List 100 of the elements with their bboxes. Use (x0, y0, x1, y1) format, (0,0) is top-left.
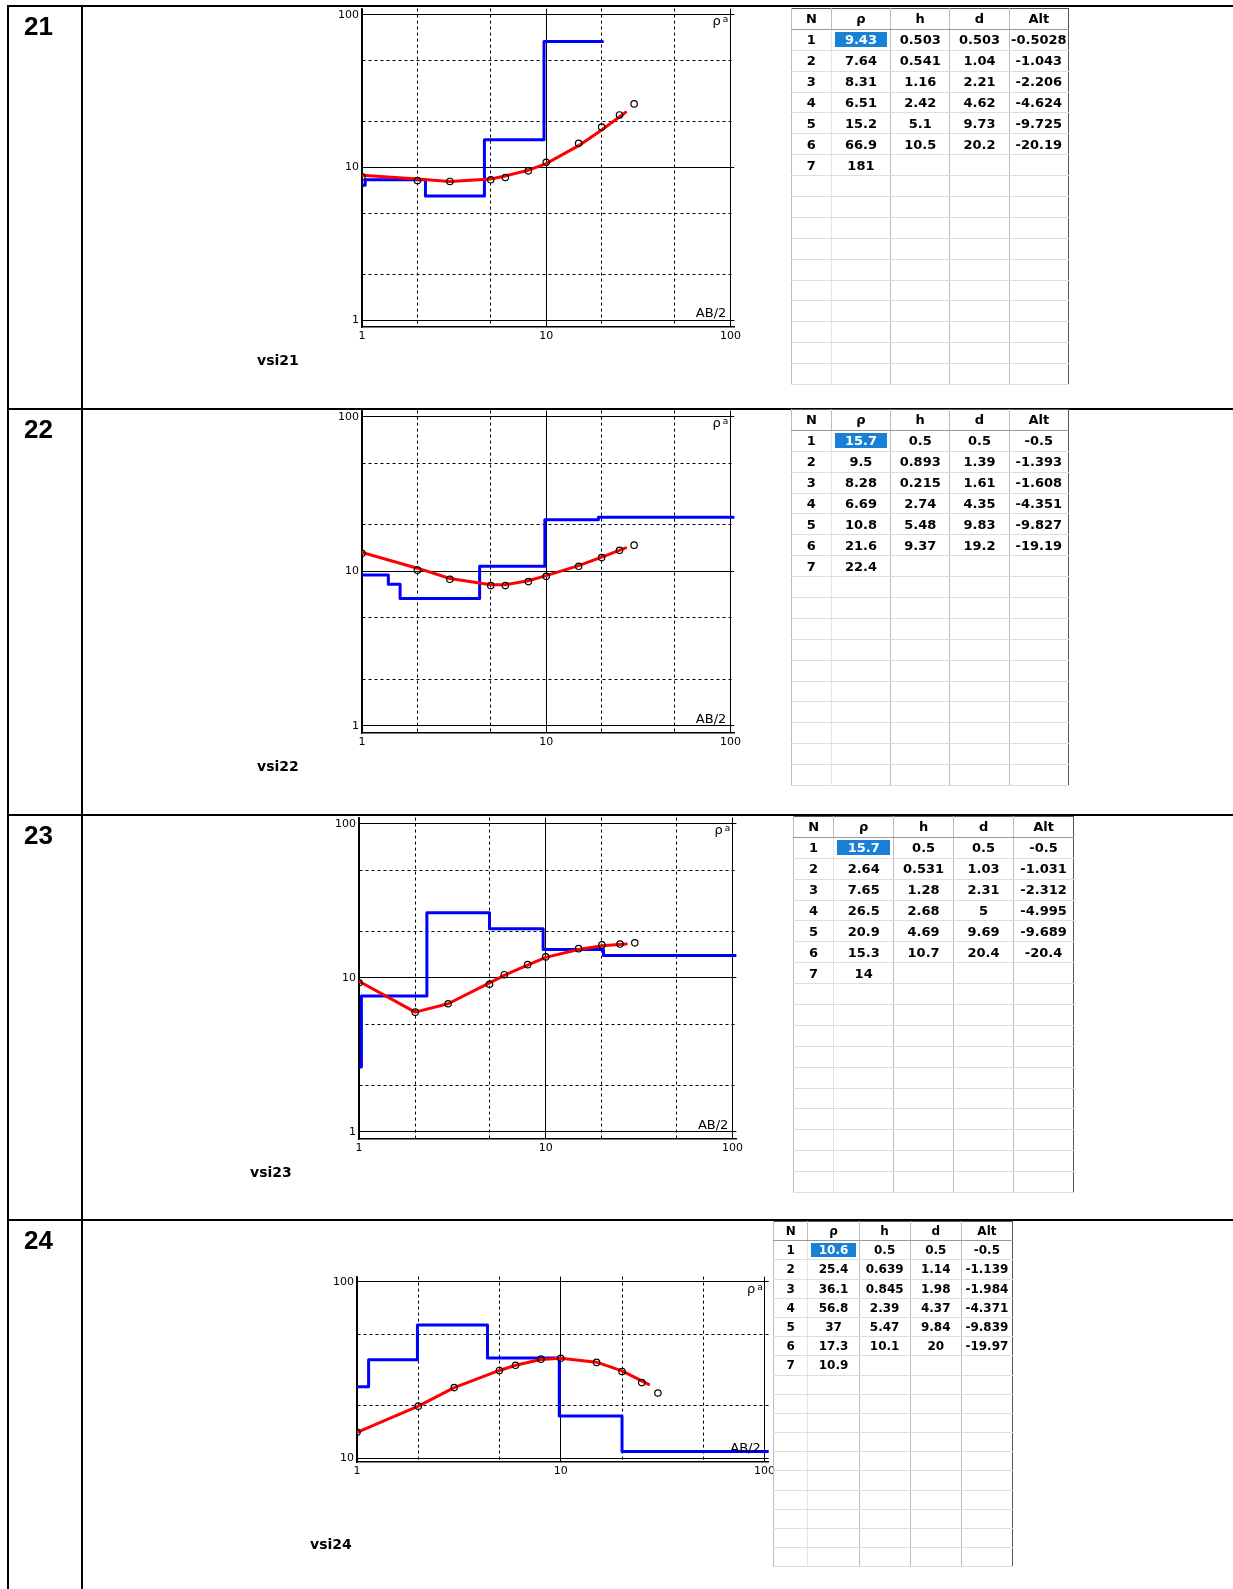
text: 2.39 (869, 1300, 900, 1315)
text: vsi21 (257, 352, 299, 368)
text: 4 (806, 496, 816, 511)
text: 1.14 (920, 1262, 951, 1277)
text: 3 (809, 882, 819, 898)
text: 6.69 (844, 496, 877, 511)
text: -2.312 (1020, 882, 1067, 898)
text: 9.84 (920, 1320, 951, 1335)
text: 26.5 (847, 903, 880, 918)
text: 10.1 (869, 1339, 900, 1354)
text: 1.39 (963, 454, 996, 470)
text: 5 (806, 516, 816, 532)
y-tick-label: 10 (342, 970, 356, 984)
text: 20.2 (963, 136, 996, 152)
text: N (791, 8, 832, 30)
text: 1.98 (920, 1281, 951, 1296)
text: 0.893 (899, 454, 941, 470)
text: 6 (806, 136, 816, 152)
text: 2.68 (907, 903, 940, 918)
text: 0.503 (958, 32, 1001, 48)
text: 20.9 (847, 923, 880, 939)
text: -19.19 (1015, 537, 1063, 553)
text: 9.43 (834, 32, 888, 48)
text: -0.5 (1024, 433, 1054, 449)
text: Alt (1013, 816, 1074, 838)
text: 3 (786, 1281, 795, 1296)
text: Alt (961, 1221, 1013, 1241)
text: 10.9 (818, 1358, 849, 1373)
text: d (910, 1221, 962, 1241)
text: 22.4 (844, 558, 877, 574)
text: -20.19 (1015, 136, 1063, 152)
y-tick-label: 10 (345, 160, 359, 174)
x-axis-title: AB/2 (695, 305, 727, 320)
text: 0.531 (903, 861, 945, 877)
text: 2.31 (967, 882, 1000, 898)
text: N (793, 816, 834, 838)
text: 10.5 (904, 136, 937, 152)
text: -1.031 (1020, 861, 1067, 877)
text: 17.3 (818, 1339, 849, 1354)
y-tick-label: 1 (349, 1124, 356, 1138)
text: 9.83 (963, 516, 996, 532)
y-tick-label: 1 (352, 312, 359, 326)
text: Alt (1009, 409, 1069, 431)
text: -9.827 (1015, 516, 1063, 532)
text: 9.5 (849, 454, 873, 470)
text: d (949, 409, 1010, 431)
text: 37 (825, 1320, 842, 1335)
text: 1 (806, 433, 816, 449)
text: 9.73 (963, 115, 996, 131)
text: d (949, 8, 1010, 30)
text: 0.215 (899, 475, 941, 491)
text: 181 (847, 157, 875, 173)
text: -4.371 (965, 1300, 1009, 1315)
text: 7.65 (847, 882, 880, 898)
text: 7 (806, 558, 816, 574)
text: 0.845 (865, 1281, 904, 1296)
text: 24 (24, 1225, 53, 1256)
text: 9.37 (904, 537, 937, 553)
text: 1 (786, 1243, 795, 1258)
text: 6.51 (844, 95, 877, 110)
text: 56.8 (818, 1300, 849, 1315)
y-tick-label: 100 (338, 7, 359, 21)
text: 14 (854, 965, 873, 981)
text: -9.839 (965, 1320, 1009, 1335)
text: 2.74 (904, 496, 937, 511)
text: 0.503 (899, 32, 941, 48)
text: 6 (809, 944, 819, 960)
y-tick-label: 100 (333, 1274, 354, 1288)
text: 0.5 (972, 840, 996, 856)
text: 2 (786, 1262, 795, 1277)
text: 1.16 (904, 74, 937, 90)
text: 25.4 (818, 1262, 849, 1277)
text: ρ (831, 8, 891, 30)
text: 6 (786, 1339, 795, 1354)
text: ρ (833, 816, 894, 838)
text: -1.393 (1015, 454, 1063, 470)
text: 1.03 (967, 861, 1000, 877)
text: 23 (24, 820, 53, 851)
text: 21.6 (844, 537, 877, 553)
text: 15.7 (834, 433, 888, 449)
x-axis-title: AB/2 (695, 711, 727, 726)
text: h (890, 409, 950, 431)
text: 10.7 (907, 944, 940, 960)
y-tick-label: 100 (335, 816, 356, 830)
text: 1.61 (963, 475, 996, 491)
text: vsi23 (250, 1164, 292, 1180)
text: -1.984 (965, 1281, 1009, 1296)
text: 15.7 (837, 840, 891, 856)
text: -1.608 (1015, 475, 1063, 491)
text: 5 (809, 923, 819, 939)
text: 4 (786, 1300, 795, 1315)
text: 5.48 (904, 516, 937, 532)
text: -1.043 (1015, 53, 1063, 69)
text: -9.689 (1020, 923, 1067, 939)
y-tick-label: 100 (338, 409, 359, 423)
text: -4.624 (1015, 95, 1063, 110)
text: -4.351 (1015, 496, 1063, 511)
text: 10.8 (844, 516, 877, 532)
text: 22 (24, 414, 53, 445)
text: ρ (831, 409, 891, 431)
